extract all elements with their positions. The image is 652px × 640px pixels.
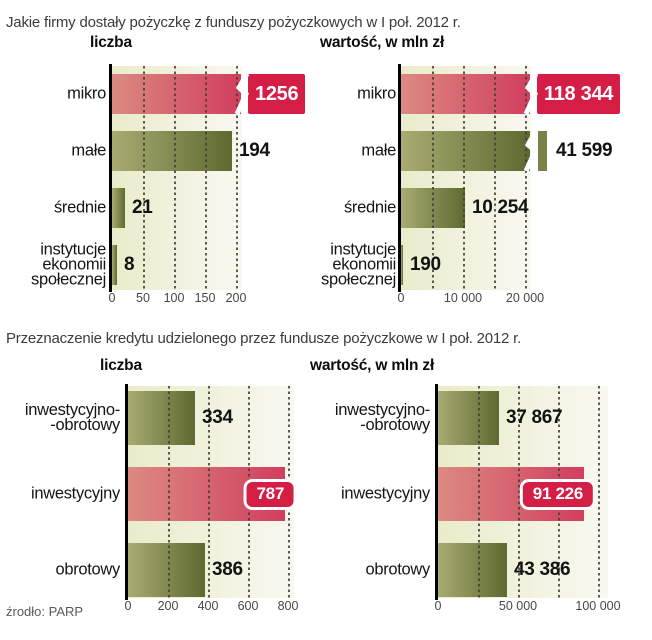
bar-stub: [538, 131, 547, 171]
gridline: [174, 66, 176, 290]
gridline: [598, 386, 600, 598]
bar: [112, 245, 117, 285]
bar: [112, 188, 125, 228]
tick-label: 0: [108, 291, 116, 305]
value-label: 190: [410, 254, 441, 275]
gridline: [432, 66, 434, 290]
chart1-title: liczba: [90, 34, 132, 51]
value-label: 43 386: [514, 559, 571, 580]
chart4-title: wartość, w mln zł: [310, 357, 435, 374]
tick-label: 600: [237, 599, 259, 613]
gridline: [494, 66, 496, 290]
bar: [112, 74, 241, 114]
category-label: średnie: [53, 198, 106, 217]
bar: [128, 543, 205, 597]
tick-label: 100 000: [575, 599, 621, 613]
gridline: [205, 66, 207, 290]
tick-label: 150: [194, 291, 216, 305]
category-label: mikro: [357, 84, 396, 103]
tick-label: 0: [397, 291, 405, 305]
value-box: 118 344: [537, 74, 621, 114]
axis-line: [398, 64, 401, 292]
tick-label: 100: [163, 291, 185, 305]
tick-label: 20 000: [505, 291, 545, 305]
gridline: [143, 66, 145, 290]
value-label: 194: [239, 140, 270, 161]
category-label: obrotowy: [365, 560, 430, 579]
bar: [401, 74, 530, 114]
category-label: małe: [361, 141, 396, 160]
tick-label: 0: [434, 599, 442, 613]
source-note: źrodło: PARP: [6, 604, 84, 619]
value-label: 10 254: [472, 197, 529, 218]
category-label: małe: [71, 141, 106, 160]
category-label: instytucje ekonomii społecznej: [31, 240, 106, 289]
axis-line: [109, 64, 112, 292]
value-badge: 91 226: [519, 478, 596, 510]
gridline: [463, 66, 465, 290]
category-label: inwestycyjno- -obrotowy: [334, 401, 430, 434]
value-badge: 787: [243, 478, 297, 510]
bar-break-icon: [522, 72, 540, 116]
bar: [112, 131, 232, 171]
bar: [438, 543, 507, 597]
tick-label: 50: [136, 291, 150, 305]
gridline: [518, 386, 520, 598]
value-label: 8: [124, 254, 135, 275]
value-label: 37 867: [506, 407, 563, 428]
gridline: [168, 386, 170, 598]
gridline: [208, 386, 210, 598]
tick-label: 200: [225, 291, 247, 305]
chart3-title: liczba: [100, 357, 142, 374]
section2-title: Przeznaczenie kredytu udzielonego przez …: [6, 330, 522, 347]
bar: [401, 131, 530, 171]
bar: [438, 391, 499, 445]
axis-line: [435, 384, 438, 600]
category-label: instytucje ekonomii społecznej: [321, 240, 396, 289]
gridline: [478, 386, 480, 598]
bar: [401, 245, 403, 285]
tick-label: 0: [124, 599, 132, 613]
tick-label: 200: [157, 599, 179, 613]
axis-line: [125, 384, 128, 600]
bar: [128, 391, 195, 445]
category-label: inwestycyjny: [30, 484, 120, 503]
category-label: mikro: [67, 84, 106, 103]
value-label: 41 599: [556, 140, 613, 161]
tick-label: 400: [197, 599, 219, 613]
section1-title: Jakie firmy dostały pożyczkę z funduszy …: [6, 14, 461, 31]
category-label: inwestycyjno- -obrotowy: [24, 401, 120, 434]
tick-label: 10 000: [443, 291, 483, 305]
value-label: 386: [212, 559, 243, 580]
category-label: inwestycyjny: [340, 484, 430, 503]
tick-label: 800: [277, 599, 299, 613]
value-box: 1256: [248, 74, 306, 114]
gridline: [525, 66, 527, 290]
value-label: 334: [202, 407, 233, 428]
bar-break-icon: [522, 129, 540, 173]
category-label: średnie: [343, 198, 396, 217]
gridline: [236, 66, 238, 290]
category-label: obrotowy: [55, 560, 120, 579]
value-label: 21: [132, 197, 153, 218]
chart2-title: wartość, w mln zł: [320, 34, 445, 51]
tick-label: 50 000: [498, 599, 538, 613]
bar-break-icon: [233, 72, 251, 116]
